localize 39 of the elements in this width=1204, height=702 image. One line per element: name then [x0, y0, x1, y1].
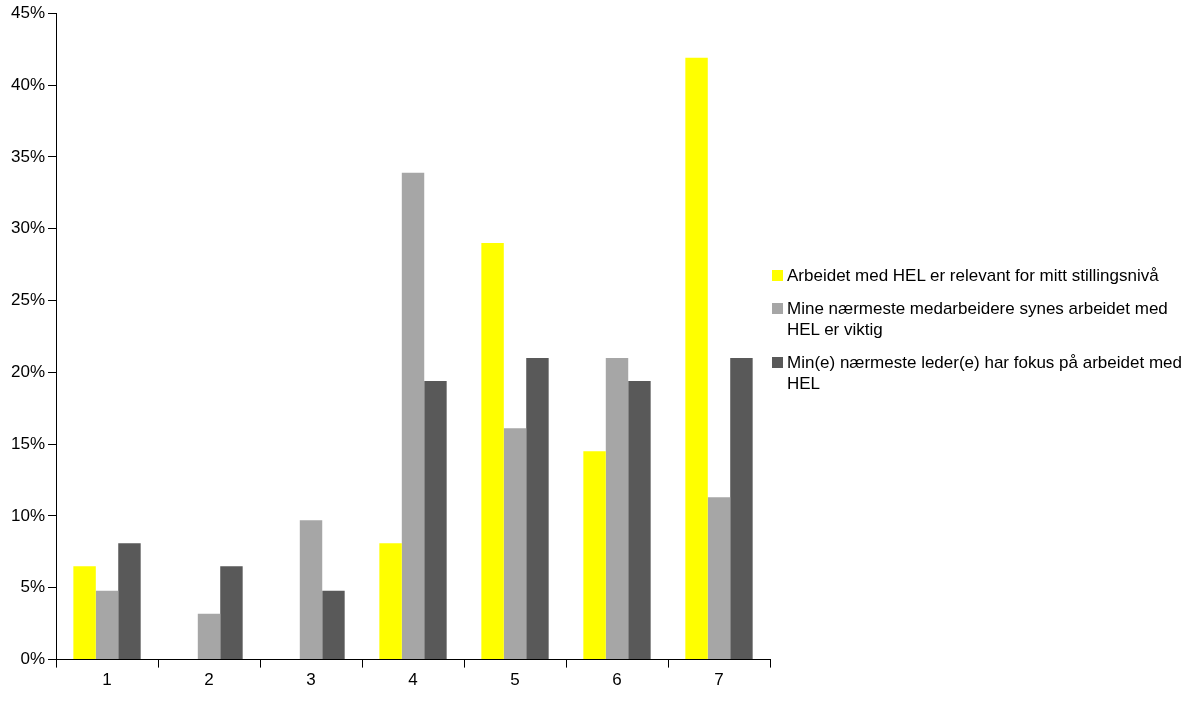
legend-label: Arbeidet med HEL er relevant for mitt stillingsnivå — [787, 265, 1159, 286]
x-tick-label: 1 — [102, 670, 112, 690]
bar — [197, 613, 221, 660]
y-tick-label: 10% — [10, 505, 46, 525]
bar — [322, 590, 345, 660]
y-tick-label: 35% — [10, 146, 46, 166]
y-tick-label: 40% — [10, 74, 46, 94]
bar — [379, 543, 402, 660]
x-tick-label: 4 — [408, 670, 418, 690]
x-tick-label: 6 — [612, 670, 622, 690]
bar — [503, 428, 527, 660]
legend-label: Mine nærmeste medarbeidere synes arbeidet med HEL er viktig — [787, 298, 1169, 340]
bar — [730, 357, 753, 660]
bar — [424, 380, 447, 660]
bar — [583, 451, 606, 660]
bar — [401, 172, 425, 660]
bar — [605, 357, 629, 660]
x-tick-label: 2 — [204, 670, 214, 690]
bar — [707, 497, 731, 660]
y-tick-label: 0% — [20, 649, 46, 669]
bar — [95, 590, 119, 660]
x-tick-label: 3 — [306, 670, 316, 690]
bar — [481, 243, 504, 660]
y-tick-label: 20% — [10, 362, 46, 381]
y-tick-label: 25% — [10, 290, 46, 310]
bar — [628, 380, 651, 660]
legend-label: Min(e) nærmeste leder(e) har fokus på arbeidet med HEL — [787, 352, 1183, 394]
bar — [73, 566, 96, 660]
x-tick-label: 5 — [510, 670, 520, 690]
y-tick-label: 45% — [10, 2, 46, 22]
y-tick-label: 15% — [10, 433, 46, 453]
bar — [220, 566, 243, 660]
y-tick-label: 5% — [20, 577, 46, 597]
x-tick-label: 7 — [714, 670, 724, 690]
bar — [299, 520, 323, 660]
bar — [685, 57, 708, 660]
bar — [526, 357, 549, 660]
bar — [118, 543, 141, 660]
y-tick-label: 30% — [10, 218, 46, 238]
